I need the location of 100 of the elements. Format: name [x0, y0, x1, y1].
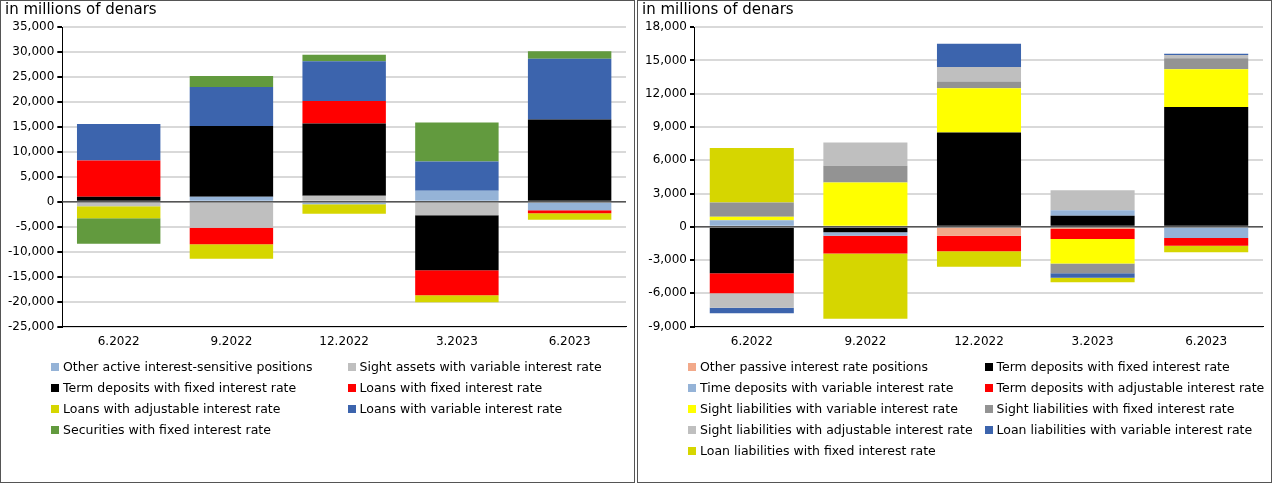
y-tick-label: -10,000 — [7, 243, 55, 258]
bar — [76, 206, 161, 219]
legend-label: Term deposits with fixed interest rate — [996, 359, 1230, 374]
y-tick-label: 15,000 — [12, 119, 55, 134]
bar — [415, 202, 499, 216]
legend-label: Loan liabilities with variable interest rate — [996, 422, 1253, 437]
y-tick-label: 35,000 — [12, 19, 55, 34]
bar — [527, 119, 612, 201]
y-tick-label: -6,000 — [648, 285, 687, 300]
bar — [709, 307, 794, 314]
bar — [1164, 69, 1249, 108]
bar — [415, 215, 499, 271]
bar — [415, 122, 499, 162]
bar — [415, 190, 499, 201]
bar — [823, 235, 908, 254]
bar — [189, 126, 274, 197]
bar — [189, 76, 274, 88]
bar — [415, 270, 499, 296]
bar — [823, 232, 908, 236]
legend-label: Time deposits with variable interest rate — [700, 380, 954, 395]
bar — [823, 165, 908, 183]
legend-label: Loan liabilities with fixed interest rate — [700, 443, 936, 458]
legend-label: Sight liabilities with adjustable interest rate — [700, 422, 973, 437]
bar — [709, 202, 794, 217]
x-tick-label: 3.2023 — [1071, 333, 1114, 348]
x-tick-label: 3.2023 — [435, 333, 478, 348]
bar — [189, 227, 274, 245]
legend-label: Other passive interest rate positions — [700, 359, 928, 374]
bar — [302, 195, 386, 201]
legend-label: Term deposits with adjustable interest rate — [996, 380, 1265, 395]
bar — [709, 293, 794, 308]
y-tick-label: 3,000 — [652, 185, 687, 200]
bar — [76, 124, 161, 161]
bar — [1164, 245, 1249, 253]
x-tick-label: 9.2022 — [210, 333, 253, 348]
bar — [1164, 107, 1249, 226]
bar — [936, 67, 1022, 82]
y-tick-label: -3,000 — [648, 252, 687, 267]
bar — [302, 61, 386, 102]
y-tick-label: -5,000 — [15, 218, 55, 233]
legend-label: Other active interest-sensitive positions — [63, 359, 313, 374]
legend-label: Sight assets with variable interest rate — [359, 359, 602, 374]
bar — [415, 161, 499, 191]
bar — [189, 87, 274, 126]
bar — [936, 81, 1022, 89]
bar — [527, 202, 612, 211]
legend-label: Securities with fixed interest rate — [63, 422, 271, 437]
legend-label: Sight liabilities with fixed interest rate — [996, 401, 1235, 416]
x-tick-label: 6.2023 — [548, 333, 591, 348]
chart-title: in millions of denars — [4, 0, 158, 18]
x-tick-label: 6.2022 — [97, 333, 140, 348]
bar — [709, 216, 794, 221]
bar — [709, 227, 794, 274]
bar — [1050, 229, 1135, 239]
bar — [709, 273, 794, 294]
bar — [1164, 227, 1249, 238]
bar — [76, 218, 161, 244]
x-tick-label: 12.2022 — [954, 333, 1004, 348]
legend-label: Loans with adjustable interest rate — [63, 401, 281, 416]
bar — [527, 58, 612, 120]
y-tick-label: 9,000 — [652, 119, 687, 134]
bar — [527, 213, 612, 220]
bar — [936, 227, 1022, 236]
y-tick-label: 0 — [679, 218, 687, 233]
bar — [1050, 190, 1135, 211]
bar — [936, 235, 1022, 252]
bar — [1050, 215, 1135, 226]
bar — [709, 148, 794, 203]
bar — [527, 210, 612, 214]
y-tick-label: -15,000 — [7, 268, 55, 283]
bar — [936, 132, 1022, 226]
bar — [1164, 54, 1249, 59]
bar — [189, 196, 274, 201]
y-tick-label: 20,000 — [12, 94, 55, 109]
bar — [1050, 239, 1135, 264]
bar — [76, 196, 161, 201]
x-tick-label: 6.2022 — [730, 333, 773, 348]
bar — [936, 251, 1022, 267]
y-tick-label: -25,000 — [7, 318, 55, 333]
legend-label: Term deposits with fixed interest rate — [63, 380, 297, 395]
y-tick-label: 5,000 — [19, 169, 55, 184]
legend-label: Loans with variable interest rate — [359, 401, 563, 416]
y-tick-label: 12,000 — [644, 85, 687, 100]
bar — [302, 204, 386, 214]
bar — [823, 142, 908, 166]
y-tick-label: 10,000 — [12, 144, 55, 159]
bar — [1050, 277, 1135, 283]
bar — [1164, 58, 1249, 70]
x-tick-label: 12.2022 — [319, 333, 369, 348]
bar — [302, 123, 386, 196]
legend-label: Sight liabilities with variable interest rate — [700, 401, 958, 416]
y-tick-label: -20,000 — [7, 293, 55, 308]
bar — [302, 101, 386, 124]
bar — [936, 43, 1022, 68]
y-tick-label: 18,000 — [644, 19, 687, 34]
bar — [936, 88, 1022, 133]
chart-title: in millions of denars — [641, 0, 795, 18]
bar — [823, 253, 908, 319]
bar — [709, 220, 794, 226]
bar — [823, 182, 908, 226]
